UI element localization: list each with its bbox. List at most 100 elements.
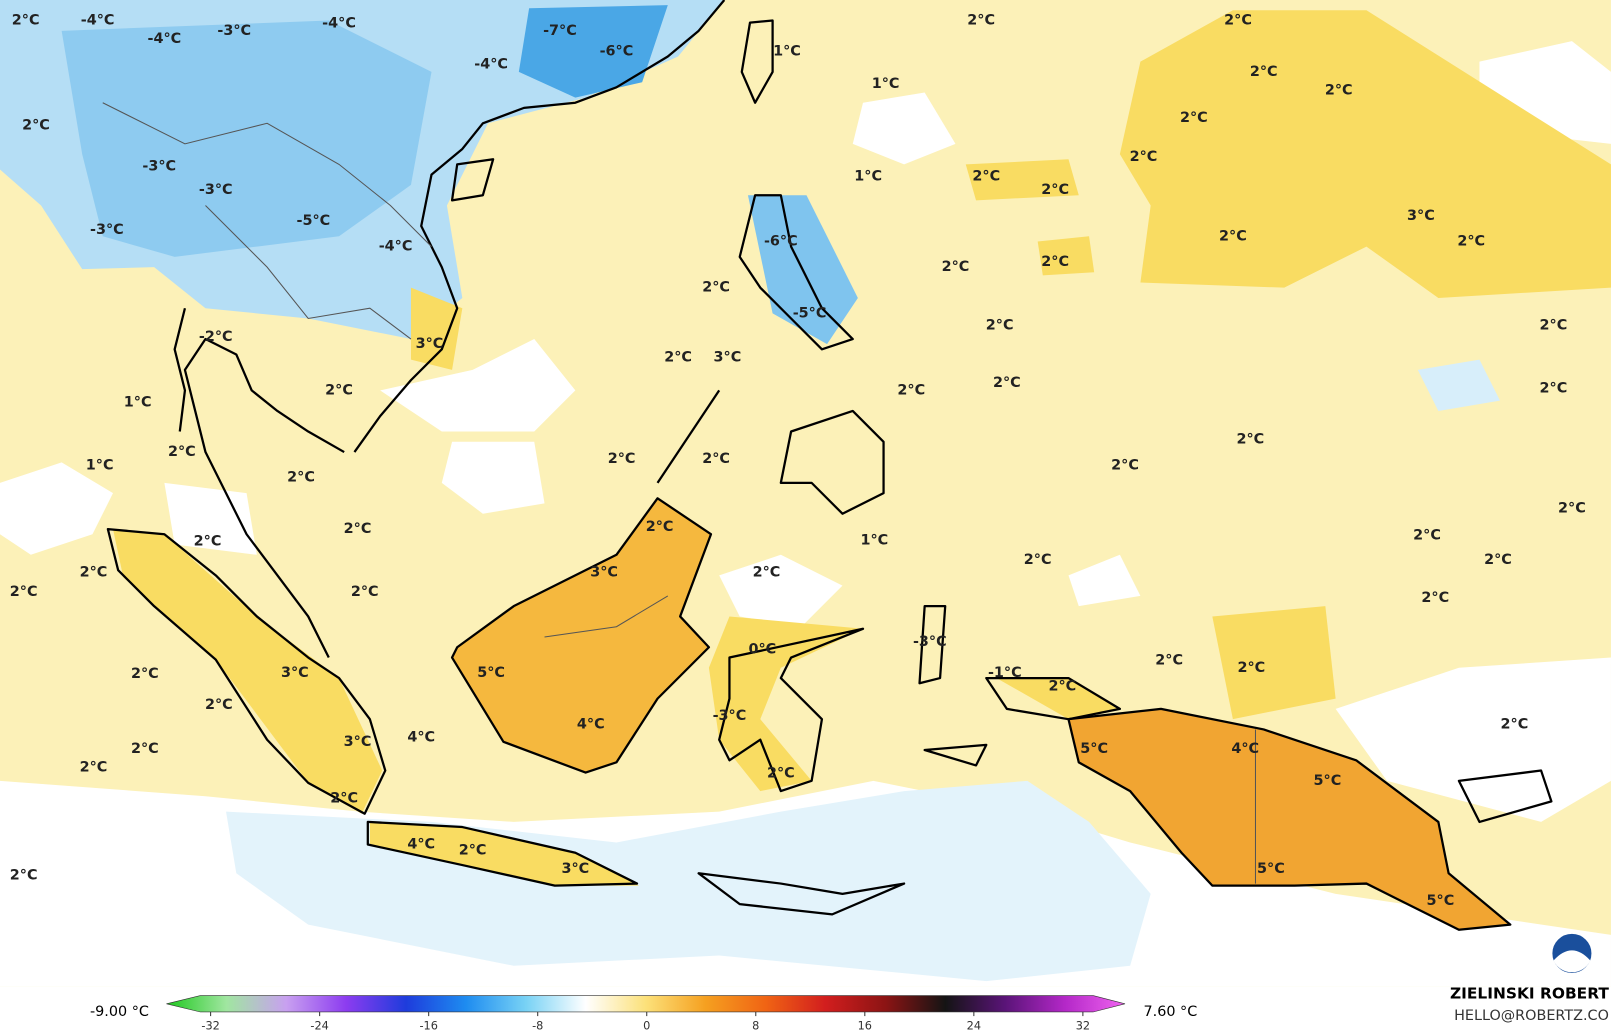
temperature-label: -6°C [764, 233, 798, 249]
temperature-label: 2°C [1484, 552, 1512, 568]
temperature-label: 5°C [1257, 861, 1285, 877]
temperature-label: 2°C [767, 766, 795, 782]
temperature-label: -4°C [379, 239, 413, 255]
cold-area [518, 5, 668, 98]
colorbar-min-label: -9.00 °C [90, 1004, 149, 1020]
temperature-label: 2°C [131, 666, 159, 682]
temperature-label: 1°C [860, 532, 888, 548]
temperature-label: 2°C [1457, 233, 1485, 249]
temperature-label: 1°C [773, 43, 801, 59]
temperature-label: -6°C [600, 43, 634, 59]
temperature-label: 2°C [986, 318, 1014, 334]
temperature-label: 2°C [1250, 64, 1278, 80]
temperature-label: -3°C [913, 634, 947, 650]
temperature-label: 4°C [407, 837, 435, 853]
temperature-label: 2°C [22, 117, 50, 133]
temperature-label: 1°C [854, 169, 882, 185]
temperature-label: 1°C [124, 395, 152, 411]
colorbar-tick-label: 8 [752, 1019, 759, 1032]
warm-area [113, 10, 1611, 886]
temperature-label: -1°C [988, 665, 1022, 681]
temperature-label: 2°C [646, 519, 674, 535]
temperature-label: 2°C [1219, 228, 1247, 244]
temperature-label: 2°C [967, 13, 995, 29]
temperature-label: 2°C [1501, 716, 1529, 732]
hot-area [452, 498, 711, 773]
colorbar-max-label: 7.60 °C [1143, 1004, 1197, 1020]
temperature-label: 2°C [1421, 590, 1449, 606]
coastline [106, 0, 1553, 931]
temperature-label: 5°C [477, 665, 505, 681]
temperature-label: 2°C [287, 470, 315, 486]
cold-area [61, 20, 432, 257]
temperature-label: -3°C [217, 23, 251, 39]
temperature-label: 2°C [1155, 653, 1183, 669]
temperature-label: 2°C [993, 375, 1021, 391]
temperature-label: 2°C [80, 564, 108, 580]
temperature-label: 2°C [897, 382, 925, 398]
temperature-label: 2°C [459, 843, 487, 859]
temperature-label: 2°C [1224, 13, 1252, 29]
temperature-label: -2°C [199, 329, 233, 345]
temperature-label: -4°C [474, 57, 508, 73]
temperature-label: 2°C [753, 564, 781, 580]
temperature-label: 2°C [80, 759, 108, 775]
temperature-label: 2°C [608, 451, 636, 467]
temperature-label: 4°C [1231, 741, 1259, 757]
temperature-label: 2°C [131, 741, 159, 757]
temperature-label: 2°C [205, 697, 233, 713]
temperature-label: 2°C [1130, 149, 1158, 165]
temperature-label: 2°C [10, 867, 38, 883]
temperature-label: 2°C [1558, 501, 1586, 517]
credit-author: ZIELINSKI ROBERT [1450, 985, 1609, 1003]
cool-area [1417, 359, 1501, 411]
temperature-label: 3°C [714, 350, 742, 366]
temperature-label: 2°C [972, 169, 1000, 185]
temperature-label: 2°C [194, 533, 222, 549]
temperature-label: 5°C [1080, 741, 1108, 757]
temperature-label: 3°C [590, 564, 618, 580]
temperature-label: -3°C [90, 222, 124, 238]
temperature-label: 2°C [1236, 432, 1264, 448]
temperature-label: -3°C [142, 158, 176, 174]
temperature-label: 4°C [407, 730, 435, 746]
temperature-label: 2°C [1237, 660, 1265, 676]
temperature-label: 1°C [872, 76, 900, 92]
temperature-label: 2°C [12, 13, 40, 29]
temperature-label: 2°C [1540, 380, 1568, 396]
temperature-label: -3°C [199, 182, 233, 198]
country-borders [102, 102, 1256, 884]
temperature-label: 2°C [1048, 678, 1076, 694]
temperature-label: -4°C [81, 13, 115, 29]
colorbar-tick-label: -32 [201, 1019, 219, 1032]
temperature-label: -3°C [713, 708, 747, 724]
colorbar-tick-label: -24 [310, 1019, 328, 1032]
temperature-label: 2°C [702, 280, 730, 296]
colorbar-tick-label: -8 [532, 1019, 543, 1032]
temperature-label: 2°C [351, 584, 379, 600]
temperature-label: 2°C [168, 444, 196, 460]
hot-area [1068, 708, 1511, 930]
temperature-label: -5°C [296, 213, 330, 229]
temperature-label: 2°C [344, 521, 372, 537]
temperature-label: 2°C [702, 451, 730, 467]
temperature-label: 2°C [1180, 110, 1208, 126]
temperature-label: 2°C [1111, 457, 1139, 473]
temperature-label: -5°C [793, 305, 827, 321]
temperature-label: 3°C [416, 336, 444, 352]
temperature-label: 1°C [86, 457, 114, 473]
temperature-label: 3°C [281, 665, 309, 681]
temperature-label: 2°C [330, 790, 358, 806]
temperature-label: 2°C [1325, 82, 1353, 98]
colorbar-bar [166, 995, 1126, 1013]
temperature-label: -4°C [148, 31, 182, 47]
temperature-label: 2°C [1540, 318, 1568, 334]
temperature-label: 2°C [1024, 552, 1052, 568]
temperature-label: 5°C [1427, 893, 1455, 909]
noaa-logo [1550, 931, 1594, 976]
temperature-label: 2°C [1413, 527, 1441, 543]
temperature-label: 0°C [748, 641, 776, 657]
temperature-label: 2°C [1041, 182, 1069, 198]
